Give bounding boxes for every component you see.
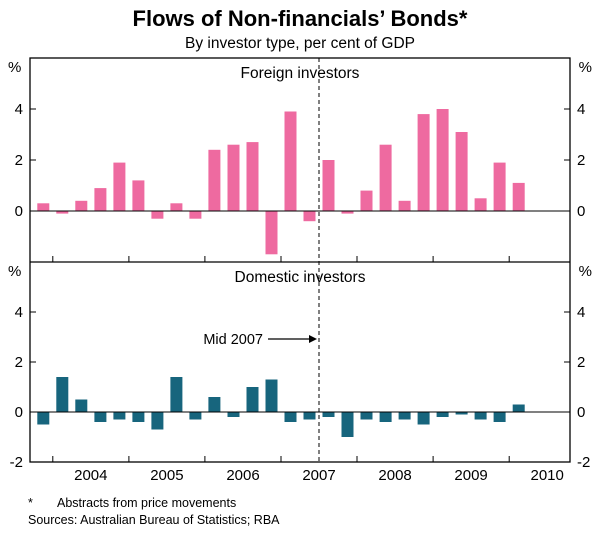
- domestic-bar-2008Q1: [360, 412, 373, 420]
- y-tick-label-right: -2: [577, 454, 590, 471]
- annotation-arrowhead: [309, 335, 317, 343]
- foreign-bar-2004Q1: [56, 211, 69, 214]
- foreign-bar-2003Q4: [37, 203, 50, 211]
- foreign-bar-2005Q1: [132, 180, 145, 211]
- domestic-bar-2007Q1: [284, 412, 297, 422]
- foreign-bar-2006Q4: [265, 211, 278, 255]
- chart-title: Flows of Non-financials’ Bonds*: [133, 6, 468, 31]
- plot-border: [29, 57, 571, 463]
- x-year-label: 2008: [378, 467, 411, 484]
- foreign-bar-2009Q4: [493, 162, 506, 211]
- foreign-bar-2010Q1: [512, 182, 525, 211]
- x-year-label: 2004: [74, 467, 107, 484]
- y-tick-label-left: 2: [15, 152, 23, 169]
- domestic-bar-2006Q4: [265, 379, 278, 412]
- y-tick-label-left: 4: [15, 304, 23, 321]
- y-tick-label-left: 0: [15, 404, 23, 421]
- y-tick-label-right: 2: [577, 354, 585, 371]
- domestic-bar-2004Q4: [113, 412, 126, 420]
- foreign-bar-2007Q4: [341, 211, 354, 214]
- x-year-label: 2005: [150, 467, 183, 484]
- domestic-bar-2004Q3: [94, 412, 107, 422]
- domestic-bar-2006Q1: [208, 397, 221, 412]
- unit-label-top-right: %: [579, 59, 592, 76]
- domestic-bar-2005Q4: [189, 412, 202, 420]
- domestic-bar-2010Q1: [512, 404, 525, 412]
- foreign-bar-2008Q3: [398, 200, 411, 211]
- foreign-bar-2004Q2: [75, 200, 88, 211]
- unit-label-top-left: %: [8, 59, 21, 76]
- domestic-bar-2009Q2: [455, 412, 468, 415]
- x-year-label: 2007: [302, 467, 335, 484]
- foreign-bar-2006Q1: [208, 149, 221, 211]
- y-tick-label-left: 0: [15, 203, 23, 220]
- foreign-bar-2004Q3: [94, 188, 107, 211]
- domestic-bar-2007Q3: [322, 412, 335, 417]
- footnote-text: Abstracts from price movements: [57, 496, 236, 510]
- foreign-bar-2008Q1: [360, 190, 373, 211]
- domestic-bar-2004Q1: [56, 377, 69, 412]
- domestic-bar-2008Q2: [379, 412, 392, 422]
- y-tick-label-right: 4: [577, 304, 585, 321]
- foreign-bar-2006Q3: [246, 142, 259, 211]
- domestic-bar-2005Q1: [132, 412, 145, 422]
- footnote-marker: *: [28, 496, 33, 510]
- mid-2007-label: Mid 2007: [203, 332, 263, 348]
- domestic-bar-2008Q4: [417, 412, 430, 425]
- y-tick-label-right: 2: [577, 152, 585, 169]
- x-year-label: 2009: [454, 467, 487, 484]
- domestic-bar-2005Q3: [170, 377, 183, 412]
- foreign-bar-2009Q2: [455, 132, 468, 211]
- y-tick-label-left: -2: [10, 454, 23, 471]
- y-tick-label-right: 0: [577, 404, 585, 421]
- y-tick-label-right: 4: [577, 101, 585, 118]
- domestic-bar-2009Q3: [474, 412, 487, 420]
- foreign-bar-2009Q3: [474, 198, 487, 212]
- x-year-label: 2010: [531, 467, 564, 484]
- domestic-bar-2007Q2: [303, 412, 316, 420]
- foreign-bar-2007Q2: [303, 211, 316, 222]
- unit-label-bottom-right: %: [579, 263, 592, 280]
- domestic-bar-2008Q3: [398, 412, 411, 420]
- foreign-bar-2004Q4: [113, 162, 126, 211]
- unit-label-bottom-left: %: [8, 263, 21, 280]
- foreign-bar-2005Q4: [189, 211, 202, 219]
- domestic-bar-2009Q4: [493, 412, 506, 422]
- foreign-bar-2008Q4: [417, 114, 430, 211]
- foreign-bar-2007Q3: [322, 160, 335, 211]
- y-tick-label-left: 4: [15, 101, 23, 118]
- chart-dynamic-layer: 0 0 2 2 4 4 -2 -2 0 0 2 2 4 4 2004 2005 2006 2007 2008 2009…: [10, 57, 590, 484]
- foreign-bar-2007Q1: [284, 111, 297, 211]
- domestic-bar-2005Q2: [151, 412, 164, 430]
- panel-title-foreign: Foreign investors: [241, 65, 360, 82]
- domestic-bar-2006Q2: [227, 412, 240, 417]
- sources-text: Sources: Australian Bureau of Statistics…: [28, 513, 280, 527]
- domestic-bar-2004Q2: [75, 399, 88, 412]
- x-year-label: 2006: [226, 467, 259, 484]
- chart-subtitle: By investor type, per cent of GDP: [185, 35, 415, 52]
- foreign-bar-2008Q2: [379, 144, 392, 211]
- domestic-bar-2009Q1: [436, 412, 449, 417]
- foreign-bar-2005Q3: [170, 203, 183, 211]
- domestic-bar-2007Q4: [341, 412, 354, 437]
- foreign-bar-2005Q2: [151, 211, 164, 219]
- domestic-bar-2003Q4: [37, 412, 50, 425]
- y-tick-label-right: 0: [577, 203, 585, 220]
- domestic-bar-2006Q3: [246, 387, 259, 412]
- y-tick-label-left: 2: [15, 354, 23, 371]
- panel-title-domestic: Domestic investors: [235, 269, 366, 286]
- foreign-bar-2006Q2: [227, 144, 240, 211]
- foreign-bar-2009Q1: [436, 109, 449, 211]
